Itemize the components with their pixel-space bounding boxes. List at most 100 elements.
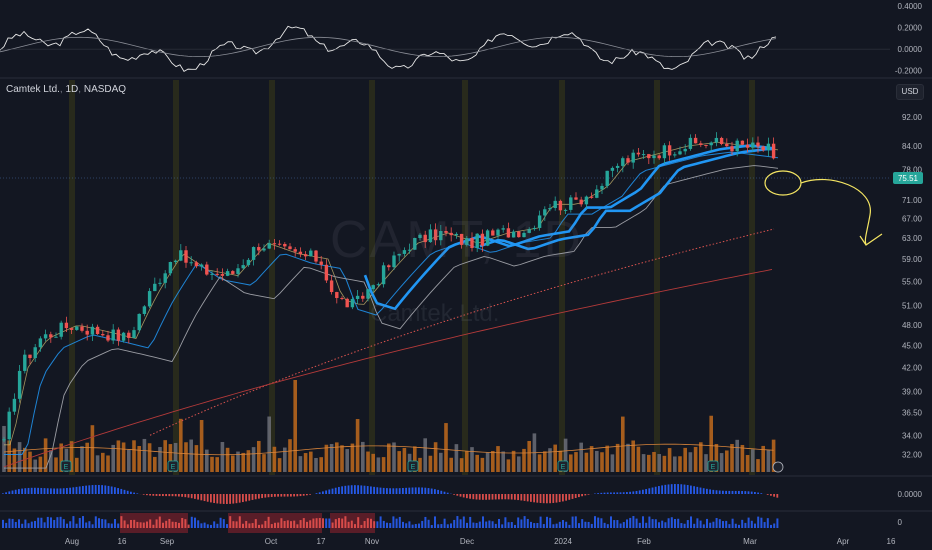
symbol-header[interactable]: Camtek Ltd., 1D, NASDAQ bbox=[6, 84, 126, 95]
mid-histogram-bar bbox=[366, 486, 369, 494]
mid-histogram-bar bbox=[552, 494, 555, 503]
volume-bar bbox=[147, 443, 152, 472]
mid-histogram-bar bbox=[293, 494, 295, 497]
bottom-histogram-bar bbox=[309, 520, 312, 528]
earnings-marker bbox=[167, 460, 179, 472]
bottom-histogram-bar bbox=[40, 517, 43, 528]
volume-bar bbox=[491, 450, 495, 472]
candle-body bbox=[28, 354, 32, 359]
candle-body bbox=[475, 233, 479, 248]
bottom-histogram-bar bbox=[763, 522, 766, 528]
mid-histogram-bar bbox=[117, 488, 119, 494]
candle-body bbox=[220, 274, 225, 276]
bottom-histogram-bar bbox=[283, 520, 286, 528]
mid-histogram-bar bbox=[766, 494, 769, 495]
bottom-histogram-bar bbox=[693, 523, 696, 528]
bottom-histogram-bar bbox=[344, 516, 347, 528]
bottom-histogram-bar bbox=[437, 524, 440, 528]
candle-body bbox=[38, 338, 43, 348]
mid-histogram-bar bbox=[642, 489, 644, 494]
highlight-band bbox=[654, 80, 660, 475]
mid-histogram-bar bbox=[584, 494, 587, 496]
annotation-arrow-head bbox=[859, 233, 883, 246]
mid-histogram-bar bbox=[501, 494, 503, 500]
bottom-histogram-bar bbox=[69, 521, 72, 528]
volume-bar bbox=[709, 415, 713, 472]
mid-histogram-bar bbox=[565, 494, 567, 501]
volume-bar bbox=[257, 440, 261, 472]
bottom-histogram-bar bbox=[229, 516, 232, 528]
candle-body bbox=[517, 231, 521, 238]
candle-body bbox=[392, 255, 396, 268]
mid-histogram-bar bbox=[328, 489, 331, 494]
price-tick-label: 36.50 bbox=[902, 409, 923, 418]
candle-body bbox=[80, 326, 84, 331]
bottom-histogram-bar bbox=[85, 522, 88, 528]
bottom-histogram-bar bbox=[213, 521, 216, 528]
bottom-histogram-bar bbox=[174, 521, 177, 528]
mid-histogram-bar bbox=[757, 492, 759, 494]
mid-histogram-bar bbox=[562, 494, 564, 502]
candle-body bbox=[2, 439, 6, 441]
mid-histogram-bar bbox=[466, 494, 468, 499]
mid-histogram-bar bbox=[94, 484, 97, 494]
mid-histogram-bar bbox=[661, 485, 663, 494]
volume-bar bbox=[132, 440, 136, 472]
bottom-histogram-bar bbox=[110, 523, 113, 528]
mid-histogram-bar bbox=[270, 494, 273, 497]
mid-histogram-bar bbox=[206, 494, 209, 502]
volume-bar bbox=[615, 443, 620, 472]
mid-histogram-bar bbox=[274, 494, 276, 497]
candle-body bbox=[413, 238, 417, 250]
candle-body bbox=[340, 297, 344, 299]
mid-histogram-bar bbox=[430, 488, 433, 494]
mid-histogram-bar bbox=[539, 494, 542, 503]
mid-histogram-bar bbox=[443, 491, 446, 494]
volume-bar bbox=[725, 450, 729, 472]
header-separator: , bbox=[78, 84, 82, 95]
earnings-marker bbox=[707, 460, 719, 472]
bottom-histogram-bar bbox=[341, 518, 344, 528]
mid-histogram-bar bbox=[322, 491, 324, 494]
bottom-histogram-bar bbox=[306, 521, 308, 528]
highlight-band bbox=[69, 80, 75, 475]
candle-body bbox=[64, 322, 69, 329]
volume-bar bbox=[361, 441, 365, 472]
candle-body bbox=[699, 143, 703, 145]
bottom-oscillator-pane bbox=[2, 513, 779, 533]
candle-body bbox=[402, 250, 407, 254]
bottom-histogram-bar bbox=[686, 520, 689, 528]
bottom-histogram-bar bbox=[293, 520, 296, 528]
candle-body bbox=[766, 143, 771, 151]
bottom-histogram-bar bbox=[219, 517, 222, 528]
candle-body bbox=[225, 271, 230, 276]
mid-histogram-bar bbox=[235, 494, 238, 504]
candle-body bbox=[532, 227, 537, 230]
bottom-histogram-bar bbox=[290, 521, 292, 528]
bottom-histogram-bar bbox=[443, 518, 446, 528]
mid-histogram-bar bbox=[133, 492, 135, 494]
bottom-histogram-bar bbox=[722, 521, 724, 528]
volume-bar bbox=[683, 447, 687, 472]
bottom-histogram-bar bbox=[466, 522, 468, 528]
mid-histogram-bar bbox=[91, 485, 94, 494]
mid-histogram-bar bbox=[603, 492, 606, 494]
volume-bar bbox=[137, 446, 141, 472]
ma-blue-thin bbox=[4, 151, 779, 456]
mid-histogram-bar bbox=[66, 488, 68, 494]
mid-histogram-bar bbox=[392, 488, 395, 494]
volume-bar bbox=[205, 449, 209, 472]
bottom-histogram-bar bbox=[75, 523, 78, 528]
currency-button[interactable]: USD bbox=[896, 84, 924, 100]
candle-body bbox=[251, 247, 256, 260]
mid-histogram-bar bbox=[702, 488, 705, 494]
bottom-histogram-bar bbox=[523, 516, 526, 528]
bottom-histogram-bar bbox=[318, 518, 321, 528]
mid-histogram-bar bbox=[597, 493, 599, 494]
bottom-histogram-bar bbox=[398, 516, 401, 528]
bottom-histogram-bar bbox=[158, 516, 161, 528]
mid-histogram-bar bbox=[181, 494, 183, 497]
volume-bar bbox=[704, 454, 708, 472]
earnings-marker bbox=[407, 460, 419, 472]
